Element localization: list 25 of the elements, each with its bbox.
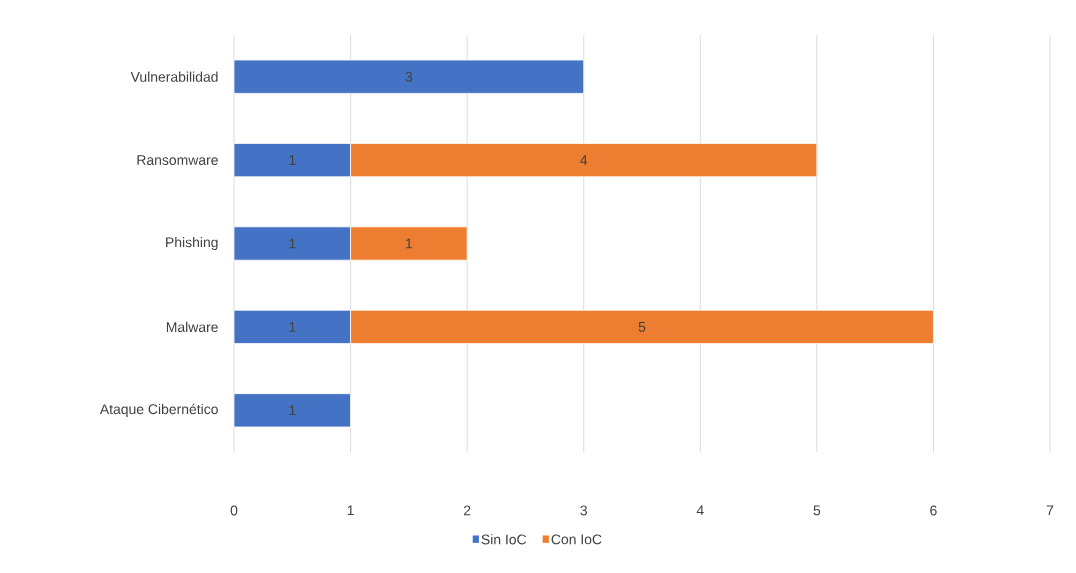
y-tick-label: Malware bbox=[166, 321, 218, 333]
legend-label: Sin IoC bbox=[481, 534, 527, 545]
data-label: 1 bbox=[406, 238, 413, 249]
y-tick-label: Ransomware bbox=[137, 155, 218, 165]
x-tick-label: 2 bbox=[463, 505, 471, 516]
data-label: 1 bbox=[289, 405, 296, 416]
data-label: 1 bbox=[289, 155, 296, 165]
data-label: 1 bbox=[289, 238, 296, 249]
x-tick-label: 0 bbox=[230, 505, 238, 516]
data-label: 3 bbox=[405, 71, 413, 82]
data-label: 4 bbox=[580, 155, 588, 165]
legend-label: Con IoC bbox=[551, 534, 602, 545]
data-label: 5 bbox=[638, 322, 646, 332]
x-tick-label: 7 bbox=[1046, 505, 1054, 516]
x-tick-label: 3 bbox=[580, 505, 587, 516]
y-tick-label: Vulnerabilidad bbox=[130, 71, 218, 82]
bar bbox=[233, 59, 585, 94]
data-label: 1 bbox=[289, 322, 296, 332]
y-tick-label: Phishing bbox=[166, 237, 218, 250]
x-tick-label: 4 bbox=[696, 505, 704, 516]
x-tick-label: 5 bbox=[813, 505, 821, 516]
bar bbox=[233, 393, 351, 428]
x-tick-label: 6 bbox=[930, 505, 937, 516]
x-tick-label: 1 bbox=[347, 505, 354, 516]
y-tick-label: Ataque Cibernético bbox=[99, 403, 218, 417]
